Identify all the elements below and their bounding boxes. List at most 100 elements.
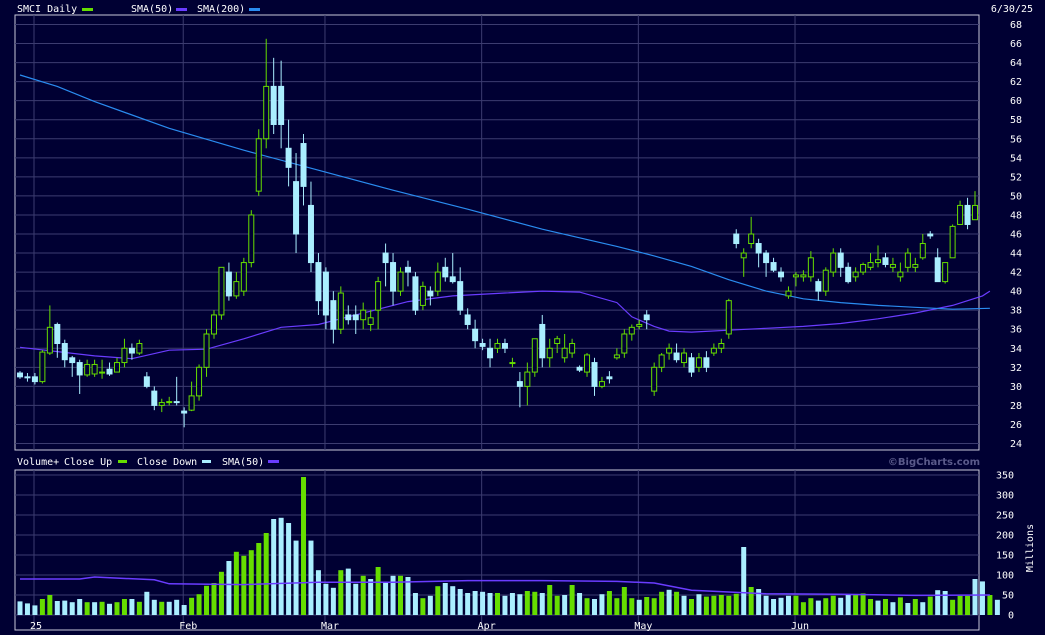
volume-bars xyxy=(17,477,1000,615)
volume-bar xyxy=(935,590,941,615)
candle-body xyxy=(621,333,628,354)
candle-body xyxy=(315,262,322,302)
price-tick-label: 40 xyxy=(1010,287,1022,298)
volume-bar xyxy=(480,591,486,615)
volume-bar xyxy=(256,543,262,615)
volume-bar xyxy=(629,598,635,615)
candle-body xyxy=(688,357,695,373)
candle-body xyxy=(173,401,180,404)
candle-body xyxy=(875,259,882,264)
volume-bar xyxy=(323,583,329,615)
price-tick-label: 46 xyxy=(1010,230,1022,241)
volume-bar xyxy=(524,591,530,615)
volume-bar xyxy=(957,595,963,615)
candle-body xyxy=(725,300,732,335)
volume-bar xyxy=(129,599,135,615)
candle-body xyxy=(337,292,344,330)
volume-bar xyxy=(688,599,694,615)
sma50-line xyxy=(19,290,991,360)
candle-body xyxy=(151,390,158,406)
volume-bar xyxy=(405,577,411,615)
volume-bar xyxy=(450,586,456,615)
candle-body xyxy=(46,326,53,354)
candle-body xyxy=(61,343,68,361)
volume-bar xyxy=(905,603,911,615)
candle-body xyxy=(703,357,710,368)
price-tick-label: 54 xyxy=(1010,153,1022,164)
price-legend: SMCI Daily SMA(50) SMA(200) 6/30/25 xyxy=(17,4,1033,15)
candle-body xyxy=(106,368,113,375)
x-axis-label: 25 xyxy=(30,621,42,632)
volume-bar xyxy=(920,602,926,615)
legend-close-up-label: Close Up xyxy=(64,457,112,468)
candle-body xyxy=(76,362,83,376)
price-tick-label: 44 xyxy=(1010,249,1022,260)
candle-body xyxy=(285,147,292,168)
volume-bar xyxy=(815,600,821,615)
volume-bar xyxy=(495,593,500,615)
candle-body xyxy=(807,257,814,278)
volume-bar xyxy=(763,595,769,615)
volume-bar xyxy=(457,589,463,615)
candle-body xyxy=(852,271,859,278)
candle-body xyxy=(606,376,613,380)
volume-bar xyxy=(92,602,98,615)
volume-bar xyxy=(166,601,172,615)
volume-bar xyxy=(942,591,948,615)
candle-body xyxy=(591,362,598,387)
legend-symbol-swatch xyxy=(82,8,93,11)
volume-bar xyxy=(226,561,232,615)
volume-bar xyxy=(107,603,113,615)
candle-body xyxy=(748,233,755,245)
volume-bar xyxy=(823,598,829,615)
volume-bar xyxy=(868,599,874,615)
volume-bar xyxy=(301,477,307,615)
volume-bar xyxy=(950,599,956,615)
volume-bar xyxy=(972,579,978,615)
volume-bar xyxy=(204,585,210,615)
volume-bar xyxy=(47,595,53,615)
volume-bar xyxy=(368,579,374,615)
price-tick-label: 32 xyxy=(1010,363,1022,374)
volume-bar xyxy=(412,593,418,615)
legend-volume-sma-label: SMA(50) xyxy=(222,457,264,468)
volume-bar xyxy=(674,591,680,615)
volume-bar xyxy=(442,583,448,615)
volume-bar xyxy=(636,599,642,615)
candle-body xyxy=(964,204,971,225)
legend-sma50-label: SMA(50) xyxy=(131,4,173,15)
candle-body xyxy=(293,181,300,235)
volume-bar xyxy=(733,593,739,615)
watermark: ©BigCharts.com xyxy=(888,457,980,468)
price-tick-label: 38 xyxy=(1010,306,1022,317)
price-tick-label: 62 xyxy=(1010,77,1022,88)
legend-symbol-label: SMCI Daily xyxy=(17,4,77,15)
volume-tick-label: 100 xyxy=(996,571,1014,582)
candle-body xyxy=(800,274,807,278)
volume-bar xyxy=(830,595,836,615)
legend-close-down-swatch xyxy=(202,460,211,463)
candle-body xyxy=(91,363,98,375)
candle-body xyxy=(69,357,76,364)
price-tick-label: 30 xyxy=(1010,382,1022,393)
price-tick-label: 26 xyxy=(1010,420,1022,431)
candle-body xyxy=(919,243,926,259)
candle-body xyxy=(375,281,382,311)
candle-body xyxy=(255,138,262,192)
candle-body xyxy=(479,343,486,347)
candle-body xyxy=(322,271,329,316)
volume-bar xyxy=(599,594,605,615)
candle-body xyxy=(718,343,725,349)
volume-bar xyxy=(994,599,1000,615)
candle-body xyxy=(524,371,531,387)
candle-body xyxy=(345,314,352,321)
candle-body xyxy=(531,338,538,373)
volume-bar xyxy=(845,594,851,615)
volume-sma-lines xyxy=(20,576,990,597)
candle-body xyxy=(942,262,949,283)
candle-body xyxy=(837,252,844,268)
volume-bar xyxy=(278,517,284,615)
volume-bar xyxy=(286,523,292,615)
price-tick-label: 66 xyxy=(1010,39,1022,50)
candle-body xyxy=(658,354,665,368)
